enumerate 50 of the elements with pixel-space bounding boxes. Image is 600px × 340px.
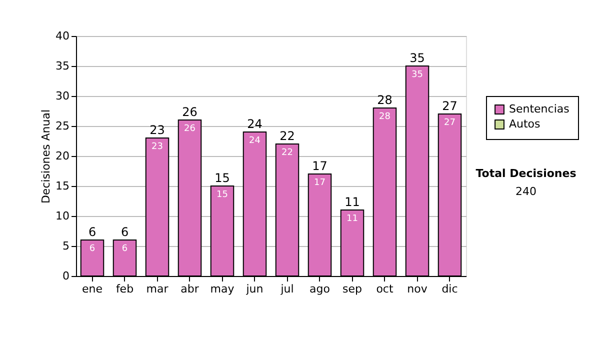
data-label: 6 (122, 244, 128, 254)
y-tick-label: 35 (56, 60, 70, 72)
data-label: 24 (249, 136, 261, 146)
total-label: 23 (150, 123, 165, 137)
total-label: 6 (120, 225, 129, 239)
x-tick-label: ene (82, 282, 103, 296)
y-tick-label: 20 (56, 150, 70, 162)
x-tick-label: ago (310, 282, 330, 296)
legend-label: Sentencias (509, 102, 570, 116)
data-label: 27 (444, 118, 456, 128)
total-label: 26 (182, 105, 198, 119)
x-tick-label: mar (146, 282, 169, 296)
data-label: 15 (216, 190, 228, 200)
total-label: 24 (247, 117, 262, 131)
total-label: 27 (442, 99, 458, 113)
x-tick-label: may (210, 282, 235, 296)
y-tick-label: 5 (62, 240, 70, 252)
text: 240 (516, 185, 536, 198)
x-tick-label: jun (245, 282, 264, 296)
data-label: 17 (314, 178, 326, 188)
y-tick-label: 30 (56, 90, 70, 102)
data-label: 11 (346, 214, 358, 224)
y-tick-label: 0 (62, 270, 70, 282)
x-tick-label: dic (442, 282, 458, 296)
x-tick-label: sep (342, 282, 362, 296)
x-tick-label: feb (116, 282, 134, 296)
data-label: 35 (412, 70, 423, 80)
y-tick-label: 10 (56, 210, 70, 222)
y-tick-label: 40 (56, 30, 70, 42)
x-tick-label: oct (376, 282, 394, 296)
data-label: 22 (282, 148, 293, 158)
total-label: 15 (214, 171, 230, 185)
x-tick-label: abr (180, 282, 200, 296)
x-tick-label: nov (407, 282, 428, 296)
total-label: 22 (280, 129, 295, 143)
y-tick-label: 15 (56, 180, 70, 192)
x-tick-label: jul (280, 282, 294, 296)
y-axis-title: Decisiones Anual (40, 109, 53, 204)
data-label: 28 (379, 112, 391, 122)
data-label: 6 (89, 244, 96, 254)
total-label: 17 (312, 159, 328, 173)
total-label: 28 (377, 93, 392, 107)
legend-label: Autos (509, 118, 541, 130)
data-label: 26 (184, 124, 196, 134)
text: Total Decisiones (476, 167, 577, 180)
total-label: 35 (410, 51, 425, 65)
data-label: 23 (152, 142, 163, 152)
y-tick-label: 25 (56, 120, 70, 132)
total-label: 11 (344, 195, 360, 209)
total-label: 6 (88, 225, 96, 239)
